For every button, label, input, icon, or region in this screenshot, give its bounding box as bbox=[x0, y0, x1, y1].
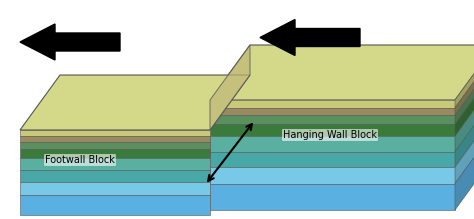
Polygon shape bbox=[20, 24, 120, 60]
Polygon shape bbox=[455, 112, 474, 184]
Polygon shape bbox=[455, 53, 474, 115]
Polygon shape bbox=[210, 124, 455, 136]
Polygon shape bbox=[210, 184, 455, 210]
Polygon shape bbox=[455, 45, 474, 108]
Polygon shape bbox=[455, 69, 474, 136]
Text: Hanging Wall Block: Hanging Wall Block bbox=[283, 130, 377, 140]
Polygon shape bbox=[210, 108, 455, 115]
Polygon shape bbox=[455, 60, 474, 124]
Polygon shape bbox=[20, 75, 250, 130]
Polygon shape bbox=[20, 130, 210, 136]
Polygon shape bbox=[455, 81, 474, 152]
Polygon shape bbox=[20, 142, 210, 149]
Polygon shape bbox=[455, 97, 474, 167]
Polygon shape bbox=[210, 45, 250, 130]
Polygon shape bbox=[20, 158, 210, 170]
Polygon shape bbox=[210, 100, 455, 108]
Polygon shape bbox=[260, 19, 360, 55]
Polygon shape bbox=[210, 152, 455, 167]
Polygon shape bbox=[20, 136, 210, 142]
Polygon shape bbox=[210, 115, 455, 124]
Polygon shape bbox=[20, 149, 210, 158]
Polygon shape bbox=[20, 170, 210, 182]
Polygon shape bbox=[210, 167, 455, 184]
Polygon shape bbox=[455, 129, 474, 210]
Text: Footwall Block: Footwall Block bbox=[45, 155, 115, 165]
Polygon shape bbox=[20, 182, 210, 195]
Polygon shape bbox=[210, 45, 474, 100]
Polygon shape bbox=[20, 195, 210, 215]
Polygon shape bbox=[210, 136, 455, 152]
